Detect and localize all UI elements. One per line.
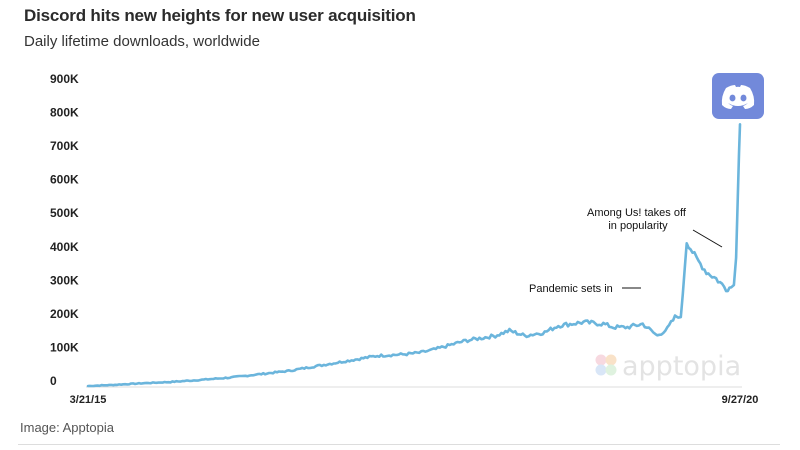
chart-title: Discord hits new heights for new user ac… xyxy=(24,6,416,25)
annotation-among-us-line-2: in popularity xyxy=(608,220,668,232)
discord-eye-left xyxy=(729,94,736,102)
discord-controller-glyph xyxy=(721,85,755,109)
discord-eye-right xyxy=(740,94,747,102)
annotation-among-us-pointer xyxy=(692,229,723,248)
y-tick-label: 200K xyxy=(50,307,79,321)
y-tick-label: 900K xyxy=(50,72,79,86)
y-tick-label: 100K xyxy=(50,340,79,354)
annotation-pandemic-label: Pandemic sets in xyxy=(529,283,613,295)
x-tick-label: 9/27/20 xyxy=(722,394,759,406)
y-tick-label: 500K xyxy=(50,206,79,220)
apptopia-logo-icon xyxy=(595,354,617,376)
image-credit: Image: Apptopia xyxy=(20,420,114,435)
watermark: apptopia xyxy=(595,351,741,382)
x-axis: 3/21/15 9/27/20 xyxy=(70,394,759,406)
y-tick-label: 300K xyxy=(50,273,79,287)
y-tick-label: 800K xyxy=(50,106,79,120)
annotation-pandemic: Pandemic sets in xyxy=(529,283,641,295)
annotation-among-us: Among Us! takes off in popularity xyxy=(587,207,723,248)
y-tick-label: 400K xyxy=(50,240,79,254)
y-tick-label: 600K xyxy=(50,173,79,187)
discord-logo-icon xyxy=(712,73,764,119)
y-tick-label: 700K xyxy=(50,139,79,153)
annotation-among-us-label: Among Us! takes off in popularity xyxy=(587,207,689,232)
chart-subtitle: Daily lifetime downloads, worldwide xyxy=(24,33,260,50)
y-axis: 0 100K 200K 300K 400K 500K 600K 700K 800K 900K xyxy=(50,72,79,388)
series-line xyxy=(86,123,742,388)
footer-divider xyxy=(18,444,780,445)
x-tick-label: 3/21/15 xyxy=(70,394,107,406)
y-tick-label: 0 xyxy=(50,374,57,388)
annotation-among-us-line-1: Among Us! takes off xyxy=(587,207,687,219)
watermark-text: apptopia xyxy=(622,351,741,382)
